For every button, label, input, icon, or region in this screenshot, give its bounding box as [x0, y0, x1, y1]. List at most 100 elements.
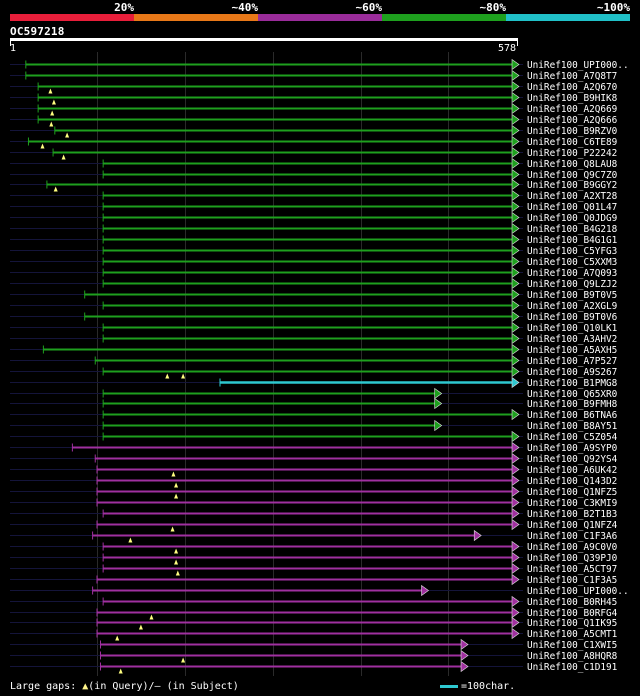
hit-label[interactable]: UniRef100_B0RFG4 — [527, 608, 618, 619]
hit-label[interactable]: UniRef100_A5CT97 — [527, 564, 617, 575]
hit-row[interactable]: UniRef100_A5CT97 — [10, 562, 617, 576]
hit-label[interactable]: UniRef100_B1PMG8 — [527, 378, 618, 389]
hit-row[interactable]: UniRef100_Q143D2 — [10, 474, 617, 488]
hit-label[interactable]: UniRef100_UPI000.. — [527, 586, 629, 597]
hit-label[interactable]: UniRef100_Q143D2 — [527, 476, 617, 487]
hit-row[interactable]: UniRef100_B4G1G1 — [10, 233, 618, 247]
hit-label[interactable]: UniRef100_B4G218 — [527, 224, 618, 235]
hit-label[interactable]: UniRef100_A2XT28 — [527, 191, 618, 202]
hit-label[interactable]: UniRef100_C5YFG3 — [527, 246, 617, 257]
hit-label[interactable]: UniRef100_C1XWI5 — [527, 640, 617, 651]
hit-row[interactable]: UniRef100_C5XXM3 — [10, 255, 617, 269]
hit-label[interactable]: UniRef100_A5CMT1 — [527, 629, 618, 640]
hit-row[interactable]: UniRef100_A6UK42 — [10, 463, 617, 477]
hit-row[interactable]: UniRef100_Q0JDG9 — [10, 211, 618, 225]
hit-label[interactable]: UniRef100_B9RZV0 — [527, 126, 618, 137]
hit-label[interactable]: UniRef100_B8AY51 — [527, 421, 618, 432]
hit-label[interactable]: UniRef100_B9T0V5 — [527, 290, 617, 301]
hit-row[interactable]: UniRef100_A3AHV2 — [10, 332, 617, 346]
hit-row[interactable]: UniRef100_B0RFG4 — [10, 606, 618, 620]
hit-row[interactable]: UniRef100_B9T0V5 — [10, 288, 617, 302]
hit-label[interactable]: UniRef100_C6TE89 — [527, 137, 618, 148]
hit-row[interactable]: UniRef100_Q65XR0 — [10, 387, 618, 401]
hit-label[interactable]: UniRef100_C3KMI9 — [527, 498, 618, 509]
hit-row[interactable]: UniRef100_B8AY51 — [10, 419, 618, 433]
hit-row[interactable]: UniRef100_A9SYP0 — [10, 441, 618, 455]
hit-row[interactable]: UniRef100_A9S267 — [10, 365, 617, 379]
hit-label[interactable]: UniRef100_A5AXH5 — [527, 345, 617, 356]
hit-row[interactable]: UniRef100_Q9LZJ2 — [10, 277, 617, 291]
hit-label[interactable]: UniRef100_A7Q093 — [527, 268, 617, 279]
hit-label[interactable]: UniRef100_B4G1G1 — [527, 235, 618, 246]
hit-row[interactable]: UniRef100_B9HIK8 — [10, 91, 618, 105]
hit-row[interactable]: UniRef100_A7P527 — [10, 354, 617, 368]
hit-row[interactable]: UniRef100_UPI000.. — [10, 584, 629, 598]
hit-row[interactable]: UniRef100_B9RZV0 — [10, 124, 618, 138]
hit-label[interactable]: UniRef100_C5XXM3 — [527, 257, 617, 268]
hit-row[interactable]: UniRef100_Q9C7Z0 — [10, 168, 618, 182]
hit-label[interactable]: UniRef100_C1D191 — [527, 662, 618, 673]
hit-row[interactable]: UniRef100_B2T1B3 — [10, 507, 617, 521]
hit-label[interactable]: UniRef100_B2T1B3 — [527, 509, 617, 520]
hit-row[interactable]: UniRef100_A9C0V0 — [10, 540, 618, 554]
hit-row[interactable]: UniRef100_C1XWI5 — [10, 638, 617, 652]
hit-row[interactable]: UniRef100_Q8LAU8 — [10, 157, 618, 171]
hit-row[interactable]: UniRef100_Q1IK95 — [10, 616, 617, 630]
hit-label[interactable]: UniRef100_B6TNA6 — [527, 410, 618, 421]
hit-row[interactable]: UniRef100_B0RH45 — [10, 595, 617, 609]
hit-row[interactable]: UniRef100_A2Q670 — [10, 80, 618, 94]
hit-row[interactable]: UniRef100_UPI000.. — [10, 58, 629, 72]
hit-label[interactable]: UniRef100_Q10LK1 — [527, 323, 618, 334]
hit-label[interactable]: UniRef100_Q9LZJ2 — [527, 279, 617, 290]
hit-label[interactable]: UniRef100_B0RH45 — [527, 597, 617, 608]
hit-row[interactable]: UniRef100_Q10LK1 — [10, 321, 618, 335]
hit-label[interactable]: UniRef100_Q1IK95 — [527, 618, 617, 629]
hit-row[interactable]: UniRef100_B9FMH8 — [10, 397, 618, 411]
hit-row[interactable]: UniRef100_B6TNA6 — [10, 408, 618, 422]
hit-label[interactable]: UniRef100_UPI000.. — [527, 60, 629, 71]
hit-row[interactable]: UniRef100_A7Q8T7 — [10, 69, 617, 83]
hit-label[interactable]: UniRef100_B9HIK8 — [527, 93, 618, 104]
hit-row[interactable]: UniRef100_C1F3A6 — [10, 529, 618, 543]
hit-label[interactable]: UniRef100_Q1NFZ4 — [527, 520, 618, 531]
hit-row[interactable]: UniRef100_C3KMI9 — [10, 496, 618, 510]
hit-label[interactable]: UniRef100_A7P527 — [527, 356, 617, 367]
hit-label[interactable]: UniRef100_A3AHV2 — [527, 334, 617, 345]
hit-row[interactable]: UniRef100_A5CMT1 — [10, 627, 618, 641]
hit-row[interactable]: UniRef100_Q1NFZ5 — [10, 485, 617, 499]
hit-row[interactable]: UniRef100_P22242 — [10, 146, 617, 160]
hit-row[interactable]: UniRef100_B1PMG8 — [10, 376, 618, 390]
hit-label[interactable]: UniRef100_Q92YS4 — [527, 454, 618, 465]
hit-label[interactable]: UniRef100_A9SYP0 — [527, 443, 618, 454]
hit-row[interactable]: UniRef100_C6TE89 — [10, 135, 618, 149]
hit-label[interactable]: UniRef100_A2Q670 — [527, 82, 618, 93]
hit-row[interactable]: UniRef100_Q01L47 — [10, 200, 617, 214]
hit-row[interactable]: UniRef100_A7Q093 — [10, 266, 617, 280]
hit-row[interactable]: UniRef100_A2Q669 — [10, 102, 618, 116]
hit-label[interactable]: UniRef100_C1F3A5 — [527, 575, 617, 586]
hit-label[interactable]: UniRef100_P22242 — [527, 148, 617, 159]
hit-label[interactable]: UniRef100_A9S267 — [527, 367, 617, 378]
hit-label[interactable]: UniRef100_A8HQR8 — [527, 651, 618, 662]
hit-row[interactable]: UniRef100_A2XGL9 — [10, 299, 618, 313]
hit-label[interactable]: UniRef100_Q0JDG9 — [527, 213, 618, 224]
hit-label[interactable]: UniRef100_B9T0V6 — [527, 312, 618, 323]
hit-label[interactable]: UniRef100_A7Q8T7 — [527, 71, 617, 82]
hit-label[interactable]: UniRef100_A6UK42 — [527, 465, 617, 476]
hit-label[interactable]: UniRef100_Q9C7Z0 — [527, 170, 618, 181]
hit-row[interactable]: UniRef100_A8HQR8 — [10, 649, 618, 663]
hit-label[interactable]: UniRef100_A9C0V0 — [527, 542, 618, 553]
hit-row[interactable]: UniRef100_B4G218 — [10, 222, 618, 236]
hit-label[interactable]: UniRef100_Q1NFZ5 — [527, 487, 617, 498]
hit-label[interactable]: UniRef100_Q39PJ0 — [527, 553, 618, 564]
hit-label[interactable]: UniRef100_A2Q666 — [527, 115, 618, 126]
hit-label[interactable]: UniRef100_B9GGY2 — [527, 180, 617, 191]
hit-label[interactable]: UniRef100_C5Z054 — [527, 432, 618, 443]
hit-row[interactable]: UniRef100_A5AXH5 — [10, 343, 617, 357]
hit-row[interactable]: UniRef100_A2Q666 — [10, 113, 618, 127]
hit-label[interactable]: UniRef100_B9FMH8 — [527, 399, 618, 410]
hit-label[interactable]: UniRef100_Q8LAU8 — [527, 159, 618, 170]
hit-row[interactable]: UniRef100_Q92YS4 — [10, 452, 618, 466]
hit-label[interactable]: UniRef100_Q65XR0 — [527, 389, 618, 400]
hit-label[interactable]: UniRef100_A2XGL9 — [527, 301, 618, 312]
